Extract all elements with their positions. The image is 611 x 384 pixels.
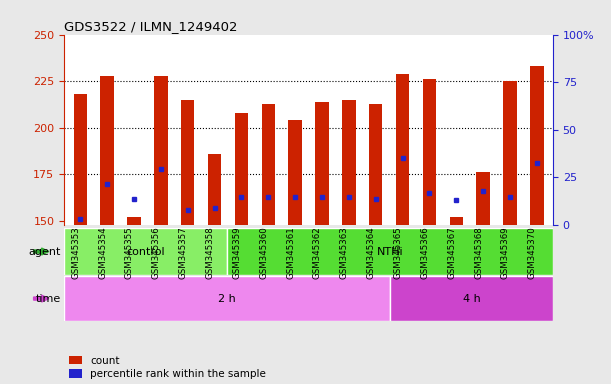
- Text: GSM345368: GSM345368: [474, 227, 483, 279]
- Text: GSM345355: GSM345355: [125, 227, 134, 279]
- Bar: [227, 228, 553, 275]
- Bar: [369, 104, 382, 225]
- Bar: [127, 217, 141, 225]
- Bar: [100, 76, 114, 225]
- Text: time: time: [36, 293, 61, 304]
- Text: GSM345363: GSM345363: [340, 227, 349, 279]
- Legend: count, percentile rank within the sample: count, percentile rank within the sample: [70, 356, 266, 379]
- Text: GSM345359: GSM345359: [232, 227, 241, 279]
- Bar: [477, 172, 490, 225]
- Bar: [390, 276, 553, 321]
- Text: GSM345367: GSM345367: [447, 227, 456, 279]
- Text: GDS3522 / ILMN_1249402: GDS3522 / ILMN_1249402: [64, 20, 238, 33]
- Text: 4 h: 4 h: [463, 293, 480, 304]
- Text: GSM345360: GSM345360: [259, 227, 268, 279]
- Bar: [315, 102, 329, 225]
- Bar: [423, 79, 436, 225]
- Text: GSM345358: GSM345358: [205, 227, 214, 279]
- Text: GSM345357: GSM345357: [178, 227, 188, 279]
- Text: GSM345356: GSM345356: [152, 227, 161, 279]
- Bar: [530, 66, 544, 225]
- Text: agent: agent: [29, 247, 61, 257]
- Text: GSM345362: GSM345362: [313, 227, 322, 279]
- Text: GSM345353: GSM345353: [71, 227, 80, 279]
- Bar: [450, 217, 463, 225]
- Bar: [208, 154, 221, 225]
- Bar: [73, 94, 87, 225]
- Text: GSM345370: GSM345370: [528, 227, 537, 279]
- Bar: [503, 81, 517, 225]
- Text: GSM345354: GSM345354: [98, 227, 107, 279]
- Text: GSM345365: GSM345365: [393, 227, 403, 279]
- Bar: [342, 100, 356, 225]
- Bar: [154, 76, 167, 225]
- Text: GSM345364: GSM345364: [367, 227, 376, 279]
- Bar: [235, 113, 248, 225]
- Bar: [64, 228, 227, 275]
- Text: GSM345369: GSM345369: [501, 227, 510, 279]
- Text: 2 h: 2 h: [218, 293, 236, 304]
- Bar: [64, 276, 390, 321]
- Text: GSM345366: GSM345366: [420, 227, 430, 279]
- Text: control: control: [126, 247, 165, 257]
- Text: GSM345361: GSM345361: [286, 227, 295, 279]
- Bar: [288, 120, 302, 225]
- Text: NTHi: NTHi: [377, 247, 403, 257]
- Bar: [181, 100, 194, 225]
- Bar: [396, 74, 409, 225]
- Bar: [262, 104, 275, 225]
